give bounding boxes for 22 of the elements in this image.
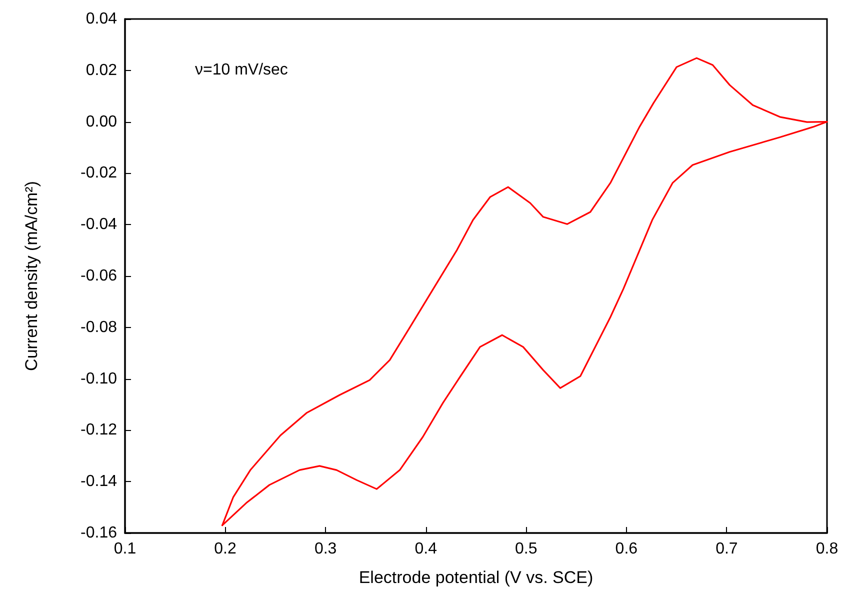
- y-tick-label: -0.16: [80, 524, 118, 542]
- annotation: ν=10 mV/sec: [195, 62, 288, 78]
- x-axis-title: Electrode potential (V vs. SCE): [358, 568, 594, 587]
- y-tick-label: 0.02: [86, 62, 118, 79]
- x-tick-label: 0.2: [214, 540, 237, 558]
- y-tick-label: -0.14: [80, 473, 118, 490]
- y-tick-label: -0.10: [80, 370, 118, 388]
- x-tick-label: 0.7: [716, 540, 738, 558]
- y-tick-label: -0.04: [80, 216, 118, 234]
- y-tick-label: 0.04: [86, 10, 118, 28]
- y-axis-title: Current density (mA/cm²): [22, 181, 41, 371]
- x-tick-label: 0.1: [114, 540, 136, 558]
- y-tick-label: -0.02: [80, 164, 118, 182]
- x-tick-label: 0.8: [816, 540, 838, 558]
- x-tick-label: 0.4: [414, 540, 438, 558]
- x-tick-label: 0.3: [314, 540, 337, 558]
- y-tick-label: 0.00: [86, 113, 118, 130]
- x-tick-label: 0.5: [515, 540, 538, 558]
- x-tick-label: 0.6: [615, 540, 638, 558]
- y-tick-label: -0.06: [80, 268, 118, 284]
- y-tick-label: -0.08: [80, 318, 118, 336]
- y-tick-label: -0.12: [80, 422, 118, 439]
